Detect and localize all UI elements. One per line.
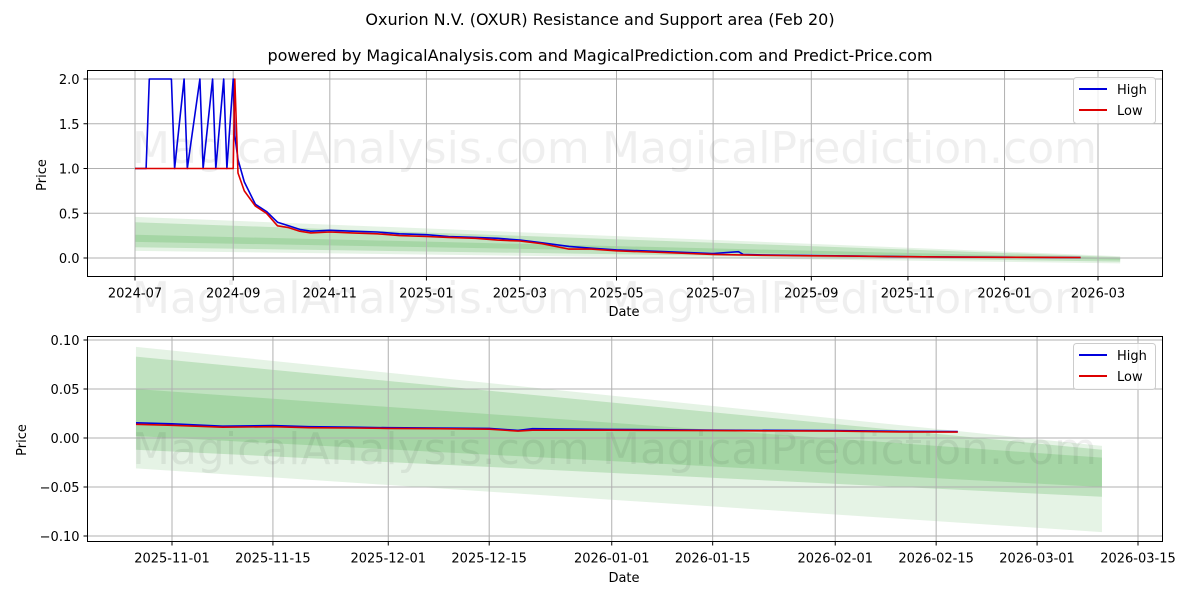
legend-high-label: High: [1117, 83, 1147, 98]
x-tick-label: 2025-01: [399, 287, 453, 302]
x-tick-label: 2025-03: [493, 287, 547, 302]
bottom-x-ticks: 2025-11-01 2025-11-15 2025-12-01 2025-12-15…: [134, 541, 1176, 567]
x-tick-label: 2025-07: [686, 287, 740, 302]
top-price-lines: [135, 78, 1081, 259]
y-tick-label: 0.05: [51, 383, 80, 398]
x-tick-label: 2026-02-15: [898, 552, 974, 567]
support-band-inner: [135, 234, 1121, 260]
legend-high-label: High: [1117, 349, 1147, 364]
top-x-ticks: 2024-07 2024-09 2024-11 2025-01 2025-03 2025-…: [108, 276, 1125, 302]
top-axes-frame: [87, 70, 1163, 277]
x-tick-label: 2024-07: [108, 287, 162, 302]
y-tick-label: −0.10: [40, 530, 80, 545]
chart-subtitle: powered by MagicalAnalysis.com and Magic…: [267, 46, 933, 65]
watermark-text: MagicalPrediction.com: [602, 273, 1097, 324]
bottom-y-axis-label: Price: [15, 424, 30, 456]
bottom-axes-frame: [87, 336, 1163, 542]
legend-low-label: Low: [1117, 370, 1143, 385]
top-x-axis-label: Date: [608, 305, 639, 320]
bottom-legend: High Low: [1073, 343, 1156, 390]
watermark-text: MagicalAnalysis.com: [132, 273, 590, 324]
support-band-mid: [135, 356, 1102, 497]
watermark-text: MagicalPrediction.com: [602, 424, 1097, 475]
top-legend: High Low: [1073, 77, 1156, 124]
x-tick-label: 2025-11: [881, 287, 935, 302]
x-tick-label: 2026-01: [977, 287, 1031, 302]
watermark-text: MagicalAnalysis.com: [132, 424, 590, 475]
x-tick-label: 2024-11: [303, 287, 357, 302]
x-tick-label: 2025-11-01: [134, 552, 210, 567]
x-tick-label: 2026-01-01: [574, 552, 650, 567]
x-tick-label: 2026-03-01: [999, 552, 1075, 567]
top-watermarks: MagicalAnalysis.com MagicalPrediction.co…: [132, 123, 1097, 324]
x-tick-label: 2026-03: [1071, 287, 1125, 302]
top-chart: MagicalAnalysis.com MagicalPrediction.co…: [35, 70, 1163, 324]
x-tick-label: 2026-02-01: [797, 552, 873, 567]
x-tick-label: 2026-03-15: [1100, 552, 1176, 567]
bottom-price-lines: [135, 422, 958, 433]
chart-title: Oxurion N.V. (OXUR) Resistance and Suppo…: [365, 10, 835, 29]
y-tick-label: 2.0: [59, 73, 80, 88]
support-band-outer: [135, 346, 1102, 533]
x-tick-label: 2025-11-15: [235, 552, 311, 567]
top-y-ticks: 0.0 0.5 1.0 1.5 2.0: [59, 73, 88, 267]
x-tick-label: 2025-09: [784, 287, 838, 302]
bottom-chart: MagicalAnalysis.com MagicalPrediction.co…: [15, 334, 1176, 586]
y-tick-label: 0.00: [51, 432, 80, 447]
bottom-x-axis-label: Date: [608, 571, 639, 586]
x-tick-label: 2026-01-15: [675, 552, 751, 567]
y-tick-label: 1.0: [59, 163, 80, 178]
x-tick-label: 2025-05: [589, 287, 643, 302]
y-tick-label: 0.0: [59, 252, 80, 267]
top-grid: [87, 70, 1163, 277]
x-tick-label: 2024-09: [206, 287, 260, 302]
support-band-outer: [135, 216, 1121, 264]
bottom-grid: [87, 336, 1163, 542]
legend-low-label: Low: [1117, 104, 1143, 119]
top-y-axis-label: Price: [35, 159, 50, 191]
y-tick-label: −0.05: [40, 481, 80, 496]
watermark-text: MagicalAnalysis.com: [132, 123, 590, 174]
y-tick-label: 0.5: [59, 207, 80, 222]
y-tick-label: 0.10: [51, 334, 80, 349]
bottom-y-ticks: 0.10 0.05 0.00 −0.05 −0.10: [40, 334, 88, 545]
watermark-text: MagicalPrediction.com: [602, 123, 1097, 174]
series-line-low: [135, 78, 1081, 259]
bottom-watermarks: MagicalAnalysis.com MagicalPrediction.co…: [132, 424, 1097, 475]
series-line-low: [135, 423, 958, 433]
x-tick-label: 2025-12-15: [451, 552, 527, 567]
x-tick-label: 2025-12-01: [350, 552, 426, 567]
y-tick-label: 1.5: [59, 118, 80, 133]
